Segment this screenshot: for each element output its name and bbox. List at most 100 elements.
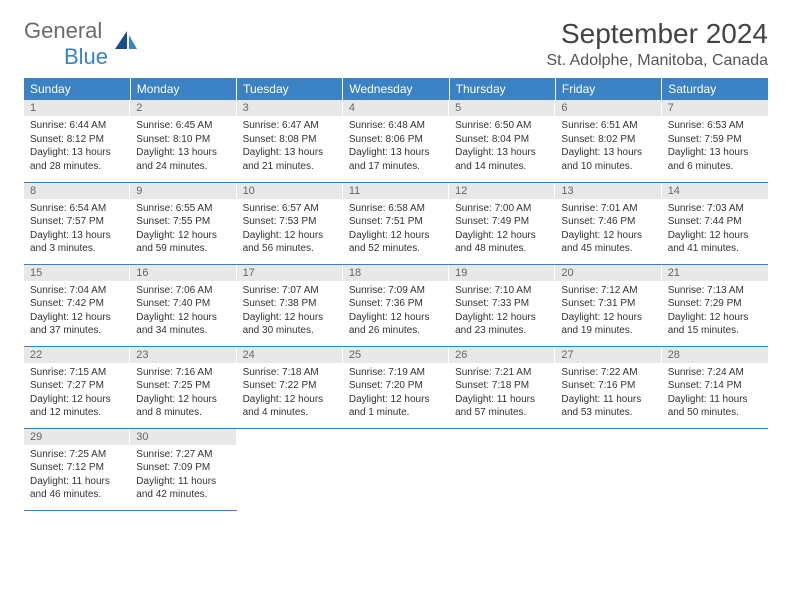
daylight-text: Daylight: 13 hours and 3 minutes.: [30, 229, 124, 256]
day-number: 10: [237, 183, 343, 199]
sunrise-text: Sunrise: 7:04 AM: [30, 284, 124, 298]
day-details: Sunrise: 7:25 AMSunset: 7:12 PMDaylight:…: [24, 445, 130, 506]
day-header: Monday: [130, 78, 236, 100]
day-details: Sunrise: 6:47 AMSunset: 8:08 PMDaylight:…: [237, 116, 343, 177]
daylight-text: Daylight: 13 hours and 6 minutes.: [668, 146, 762, 173]
day-number: 28: [662, 347, 768, 363]
logo-text-blue: Blue: [64, 44, 108, 69]
calendar-cell: 28Sunrise: 7:24 AMSunset: 7:14 PMDayligh…: [662, 346, 768, 428]
sunrise-text: Sunrise: 7:12 AM: [561, 284, 655, 298]
daylight-text: Daylight: 12 hours and 15 minutes.: [668, 311, 762, 338]
day-number: 17: [237, 265, 343, 281]
calendar-cell: 26Sunrise: 7:21 AMSunset: 7:18 PMDayligh…: [449, 346, 555, 428]
sunset-text: Sunset: 7:29 PM: [668, 297, 762, 311]
day-number: 1: [24, 100, 130, 116]
day-details: Sunrise: 7:21 AMSunset: 7:18 PMDaylight:…: [449, 363, 555, 424]
day-details: Sunrise: 6:58 AMSunset: 7:51 PMDaylight:…: [343, 199, 449, 260]
day-details: Sunrise: 7:09 AMSunset: 7:36 PMDaylight:…: [343, 281, 449, 342]
day-details: Sunrise: 7:22 AMSunset: 7:16 PMDaylight:…: [555, 363, 661, 424]
calendar-week: 1Sunrise: 6:44 AMSunset: 8:12 PMDaylight…: [24, 100, 768, 182]
calendar-cell: 7Sunrise: 6:53 AMSunset: 7:59 PMDaylight…: [662, 100, 768, 182]
daylight-text: Daylight: 12 hours and 48 minutes.: [455, 229, 549, 256]
sunset-text: Sunset: 7:40 PM: [136, 297, 230, 311]
day-details: Sunrise: 6:57 AMSunset: 7:53 PMDaylight:…: [237, 199, 343, 260]
daylight-text: Daylight: 12 hours and 34 minutes.: [136, 311, 230, 338]
sunset-text: Sunset: 7:22 PM: [243, 379, 337, 393]
sunrise-text: Sunrise: 6:44 AM: [30, 119, 124, 133]
calendar-week: 29Sunrise: 7:25 AMSunset: 7:12 PMDayligh…: [24, 428, 768, 510]
sunrise-text: Sunrise: 7:24 AM: [668, 366, 762, 380]
day-number: 26: [449, 347, 555, 363]
day-details: Sunrise: 7:16 AMSunset: 7:25 PMDaylight:…: [130, 363, 236, 424]
day-number: 23: [130, 347, 236, 363]
day-details: Sunrise: 7:24 AMSunset: 7:14 PMDaylight:…: [662, 363, 768, 424]
sunrise-text: Sunrise: 6:50 AM: [455, 119, 549, 133]
day-details: Sunrise: 7:06 AMSunset: 7:40 PMDaylight:…: [130, 281, 236, 342]
calendar-cell: 3Sunrise: 6:47 AMSunset: 8:08 PMDaylight…: [237, 100, 343, 182]
title-block: September 2024 St. Adolphe, Manitoba, Ca…: [547, 18, 769, 70]
day-details: Sunrise: 7:12 AMSunset: 7:31 PMDaylight:…: [555, 281, 661, 342]
day-header: Saturday: [662, 78, 768, 100]
calendar-cell: 2Sunrise: 6:45 AMSunset: 8:10 PMDaylight…: [130, 100, 236, 182]
daylight-text: Daylight: 11 hours and 53 minutes.: [561, 393, 655, 420]
sunset-text: Sunset: 8:06 PM: [349, 133, 443, 147]
calendar-cell: 8Sunrise: 6:54 AMSunset: 7:57 PMDaylight…: [24, 182, 130, 264]
calendar-cell: 22Sunrise: 7:15 AMSunset: 7:27 PMDayligh…: [24, 346, 130, 428]
calendar-cell: [555, 428, 661, 510]
sunset-text: Sunset: 8:10 PM: [136, 133, 230, 147]
day-number: 12: [449, 183, 555, 199]
calendar-cell: 6Sunrise: 6:51 AMSunset: 8:02 PMDaylight…: [555, 100, 661, 182]
sunrise-text: Sunrise: 6:54 AM: [30, 202, 124, 216]
day-number: 21: [662, 265, 768, 281]
calendar-cell: 18Sunrise: 7:09 AMSunset: 7:36 PMDayligh…: [343, 264, 449, 346]
day-number: 29: [24, 429, 130, 445]
day-number: 25: [343, 347, 449, 363]
day-header: Thursday: [449, 78, 555, 100]
calendar-cell: 20Sunrise: 7:12 AMSunset: 7:31 PMDayligh…: [555, 264, 661, 346]
sunrise-text: Sunrise: 7:06 AM: [136, 284, 230, 298]
sunrise-text: Sunrise: 7:21 AM: [455, 366, 549, 380]
sunset-text: Sunset: 7:38 PM: [243, 297, 337, 311]
day-number: 6: [555, 100, 661, 116]
calendar-cell: [343, 428, 449, 510]
calendar-cell: 30Sunrise: 7:27 AMSunset: 7:09 PMDayligh…: [130, 428, 236, 510]
sunrise-text: Sunrise: 7:13 AM: [668, 284, 762, 298]
sunset-text: Sunset: 7:49 PM: [455, 215, 549, 229]
month-title: September 2024: [547, 18, 769, 50]
day-details: Sunrise: 7:03 AMSunset: 7:44 PMDaylight:…: [662, 199, 768, 260]
sunset-text: Sunset: 7:36 PM: [349, 297, 443, 311]
day-number: 27: [555, 347, 661, 363]
sunset-text: Sunset: 7:14 PM: [668, 379, 762, 393]
sunrise-text: Sunrise: 7:16 AM: [136, 366, 230, 380]
day-number: 3: [237, 100, 343, 116]
day-number: 20: [555, 265, 661, 281]
sunset-text: Sunset: 7:44 PM: [668, 215, 762, 229]
sunset-text: Sunset: 8:04 PM: [455, 133, 549, 147]
sunset-text: Sunset: 7:16 PM: [561, 379, 655, 393]
daylight-text: Daylight: 12 hours and 1 minute.: [349, 393, 443, 420]
daylight-text: Daylight: 12 hours and 45 minutes.: [561, 229, 655, 256]
day-number: 4: [343, 100, 449, 116]
calendar-cell: 23Sunrise: 7:16 AMSunset: 7:25 PMDayligh…: [130, 346, 236, 428]
daylight-text: Daylight: 13 hours and 17 minutes.: [349, 146, 443, 173]
calendar-cell: 12Sunrise: 7:00 AMSunset: 7:49 PMDayligh…: [449, 182, 555, 264]
day-number: 19: [449, 265, 555, 281]
day-number: 22: [24, 347, 130, 363]
sunrise-text: Sunrise: 7:03 AM: [668, 202, 762, 216]
day-details: Sunrise: 7:19 AMSunset: 7:20 PMDaylight:…: [343, 363, 449, 424]
sunset-text: Sunset: 7:25 PM: [136, 379, 230, 393]
sunset-text: Sunset: 7:59 PM: [668, 133, 762, 147]
calendar-cell: 1Sunrise: 6:44 AMSunset: 8:12 PMDaylight…: [24, 100, 130, 182]
daylight-text: Daylight: 12 hours and 37 minutes.: [30, 311, 124, 338]
day-details: Sunrise: 6:51 AMSunset: 8:02 PMDaylight:…: [555, 116, 661, 177]
calendar-week: 8Sunrise: 6:54 AMSunset: 7:57 PMDaylight…: [24, 182, 768, 264]
day-details: Sunrise: 7:01 AMSunset: 7:46 PMDaylight:…: [555, 199, 661, 260]
day-details: Sunrise: 7:15 AMSunset: 7:27 PMDaylight:…: [24, 363, 130, 424]
day-details: Sunrise: 6:45 AMSunset: 8:10 PMDaylight:…: [130, 116, 236, 177]
calendar-cell: 27Sunrise: 7:22 AMSunset: 7:16 PMDayligh…: [555, 346, 661, 428]
day-number: 18: [343, 265, 449, 281]
day-header: Tuesday: [237, 78, 343, 100]
sunset-text: Sunset: 7:42 PM: [30, 297, 124, 311]
sunrise-text: Sunrise: 7:27 AM: [136, 448, 230, 462]
sunset-text: Sunset: 7:51 PM: [349, 215, 443, 229]
